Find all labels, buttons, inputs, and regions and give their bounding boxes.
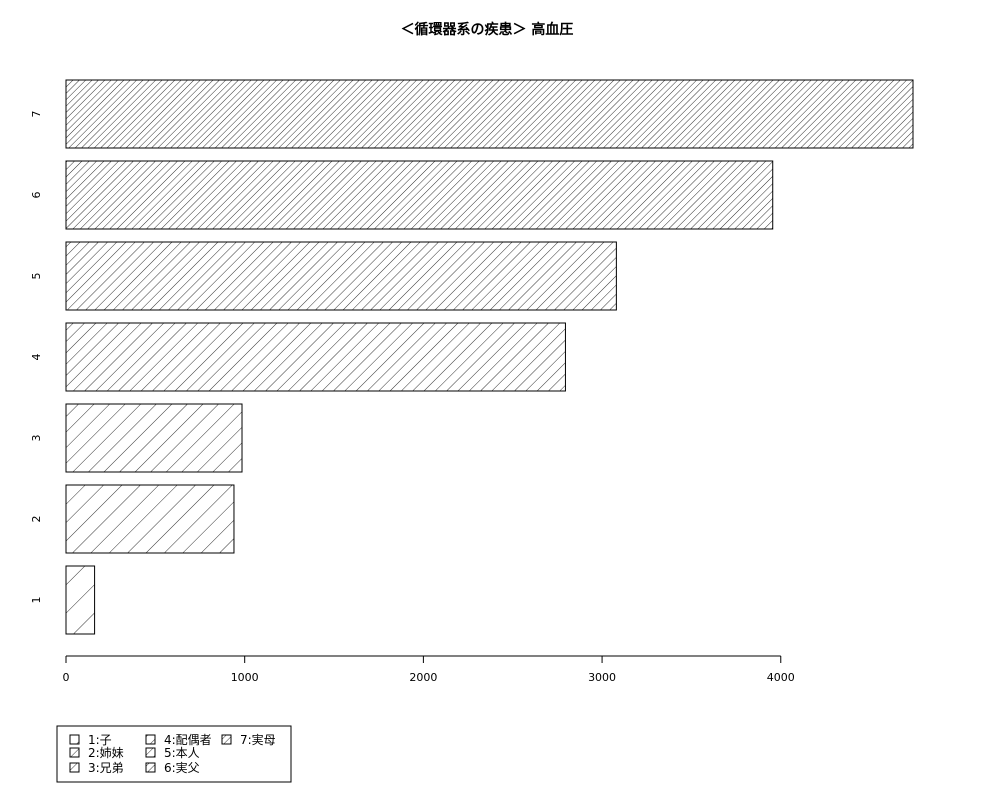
legend-swatch <box>145 734 156 745</box>
legend-box <box>56 725 292 783</box>
legend-swatch <box>221 734 232 745</box>
x-tick-label: 2000 <box>409 671 437 684</box>
bar-6 <box>65 160 774 230</box>
y-tick-label: 7 <box>30 111 43 118</box>
x-tick-label: 1000 <box>231 671 259 684</box>
y-tick-label: 3 <box>30 435 43 442</box>
y-tick-label: 6 <box>30 192 43 199</box>
legend-entry: 1:子 <box>88 733 112 747</box>
y-tick-label: 5 <box>30 273 43 280</box>
legend-entry: 6:実父 <box>164 760 200 775</box>
y-axis-labels: 1 2 3 4 5 6 7 <box>30 111 43 604</box>
bars-group <box>65 79 914 635</box>
legend-swatch <box>145 747 156 758</box>
x-tick-label: 0 <box>63 671 70 684</box>
x-tick-label: 4000 <box>767 671 795 684</box>
legend-swatch <box>69 747 80 758</box>
bar-5 <box>65 241 617 311</box>
bar-7 <box>65 79 914 149</box>
legend-entry: 5:本人 <box>164 746 200 760</box>
bar-3 <box>65 403 243 473</box>
bar-4 <box>65 322 566 392</box>
x-axis: 0 1000 2000 3000 4000 <box>63 655 795 684</box>
legend-entry: 2:姉妹 <box>88 745 124 760</box>
y-tick-label: 4 <box>30 354 43 361</box>
y-tick-label: 1 <box>30 597 43 604</box>
y-tick-label: 2 <box>30 516 43 523</box>
legend-entry: 3:兄弟 <box>88 761 124 775</box>
legend-entry: 4:配偶者 <box>164 733 212 747</box>
legend-swatch <box>69 734 80 745</box>
chart-title: ＜循環器系の疾患＞ 高血圧 <box>401 21 574 38</box>
bar-1 <box>65 565 96 635</box>
legend-swatch <box>145 762 156 773</box>
bar-2 <box>65 484 235 554</box>
x-tick-label: 3000 <box>588 671 616 684</box>
legend-entry: 7:実母 <box>240 732 276 747</box>
legend-swatch <box>69 762 80 773</box>
